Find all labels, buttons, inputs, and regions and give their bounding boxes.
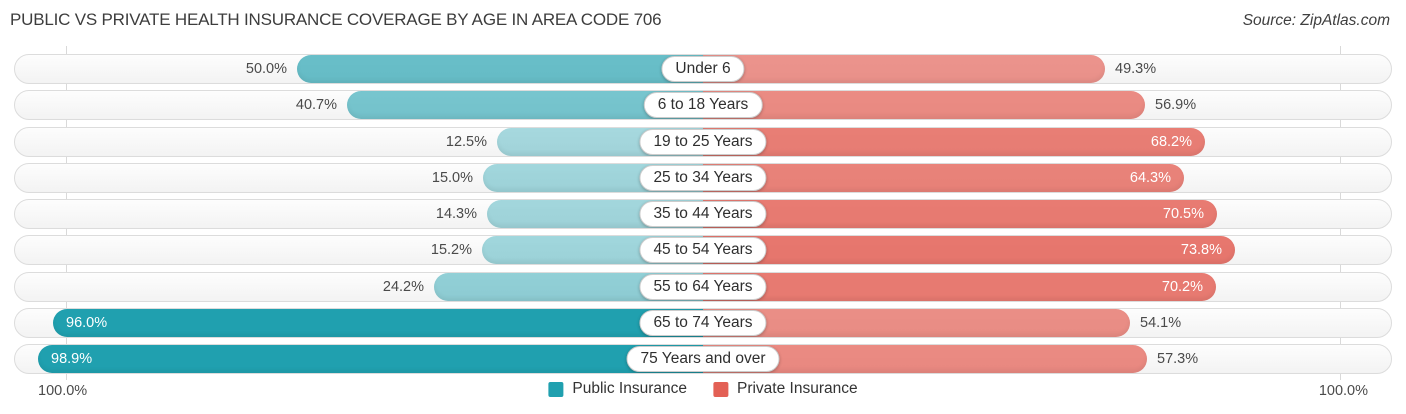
chart-rows-container: 50.0% 49.3% Under 6 40.7% 56.9% 6 to 18 Years… xyxy=(14,54,1392,381)
public-insurance-bar xyxy=(347,91,703,120)
private-insurance-bar: 68.2% xyxy=(703,127,1205,156)
private-value-label: 57.3% xyxy=(1157,351,1199,368)
private-insurance-bar xyxy=(703,55,1105,83)
private-insurance-bar: 64.3% xyxy=(703,163,1184,192)
chart-row: 40.7% 56.9% 6 to 18 Years xyxy=(14,90,1392,121)
age-group-label: 19 to 25 Years xyxy=(639,128,767,155)
private-insurance-bar xyxy=(703,309,1130,338)
private-value-label: 73.8% xyxy=(1180,242,1222,259)
public-insurance-swatch xyxy=(548,381,564,397)
public-value-label: 24.2% xyxy=(382,278,424,295)
chart-row: 12.5% 68.2% 19 to 25 Years xyxy=(14,126,1392,157)
public-value-label: 15.0% xyxy=(431,169,473,186)
private-value-label: 70.2% xyxy=(1161,278,1203,295)
private-value-label: 70.5% xyxy=(1162,206,1204,223)
age-group-label: 55 to 64 Years xyxy=(639,273,767,300)
left-axis-max-label: 100.0% xyxy=(38,383,88,399)
private-insurance-bar: 73.8% xyxy=(703,236,1235,265)
chart-row: 98.9% 57.3% 75 Years and over xyxy=(14,344,1392,375)
legend-item-public: Public Insurance xyxy=(548,380,687,398)
public-value-label: 15.2% xyxy=(430,242,472,259)
public-value-label: 40.7% xyxy=(295,97,337,114)
chart-row: 15.0% 64.3% 25 to 34 Years xyxy=(14,162,1392,193)
private-insurance-bar: 70.5% xyxy=(703,200,1217,229)
chart-row: 96.0% 54.1% 65 to 74 Years xyxy=(14,308,1392,339)
age-group-label: Under 6 xyxy=(661,56,745,82)
chart-footer: 100.0% Public Insurance Private Insuranc… xyxy=(0,380,1406,406)
legend: Public Insurance Private Insurance xyxy=(548,380,858,398)
private-value-label: 49.3% xyxy=(1115,61,1157,77)
chart-row: 50.0% 49.3% Under 6 xyxy=(14,54,1392,84)
private-insurance-bar xyxy=(703,91,1145,120)
private-value-label: 54.1% xyxy=(1140,315,1182,332)
private-value-label: 64.3% xyxy=(1129,169,1171,186)
private-insurance-bar: 70.2% xyxy=(703,272,1216,301)
chart-row: 24.2% 70.2% 55 to 64 Years xyxy=(14,271,1392,302)
public-insurance-bar: 96.0% xyxy=(53,309,703,338)
private-insurance-swatch xyxy=(712,381,728,397)
public-value-label: 98.9% xyxy=(51,351,93,368)
legend-label-public: Public Insurance xyxy=(572,380,687,397)
legend-item-private: Private Insurance xyxy=(712,380,858,398)
public-insurance-bar: 98.9% xyxy=(38,345,703,374)
chart-row: 14.3% 70.5% 35 to 44 Years xyxy=(14,199,1392,230)
public-value-label: 12.5% xyxy=(445,133,487,150)
age-group-label: 35 to 44 Years xyxy=(639,201,767,228)
private-value-label: 56.9% xyxy=(1155,97,1197,114)
chart-title: PUBLIC VS PRIVATE HEALTH INSURANCE COVER… xyxy=(10,10,662,29)
legend-label-private: Private Insurance xyxy=(736,380,858,397)
age-group-label: 6 to 18 Years xyxy=(643,92,763,119)
right-axis-max-label: 100.0% xyxy=(1318,383,1368,399)
age-group-label: 75 Years and over xyxy=(626,346,780,373)
chart-row: 15.2% 73.8% 45 to 54 Years xyxy=(14,235,1392,266)
source-attribution: Source: ZipAtlas.com xyxy=(1242,12,1390,29)
private-value-label: 68.2% xyxy=(1150,133,1192,150)
age-group-label: 45 to 54 Years xyxy=(639,237,767,264)
age-group-label: 65 to 74 Years xyxy=(639,310,767,337)
public-value-label: 14.3% xyxy=(435,206,477,223)
public-value-label: 96.0% xyxy=(66,315,108,332)
public-insurance-bar xyxy=(297,55,703,83)
public-value-label: 50.0% xyxy=(245,61,287,77)
age-group-label: 25 to 34 Years xyxy=(639,164,767,191)
